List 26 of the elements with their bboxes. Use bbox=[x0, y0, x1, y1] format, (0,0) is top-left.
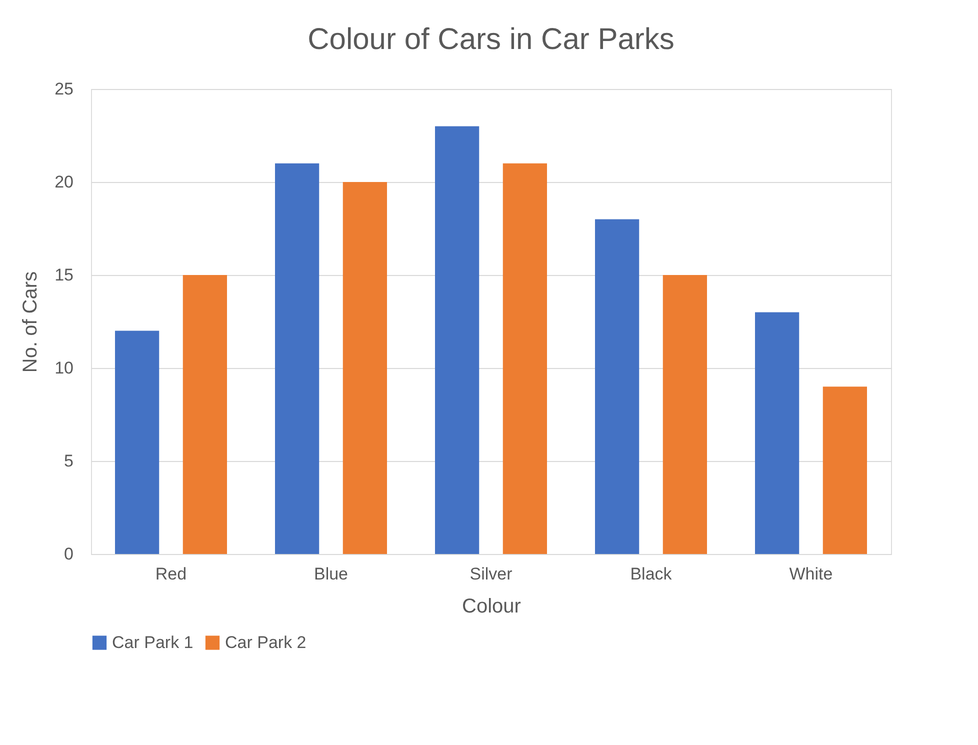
bar bbox=[275, 163, 320, 554]
bar bbox=[115, 330, 160, 554]
x-tick-label: Blue bbox=[314, 564, 348, 584]
bar bbox=[595, 219, 640, 554]
x-tick-label: Silver bbox=[470, 564, 513, 584]
chart-title: Colour of Cars in Car Parks bbox=[308, 23, 674, 56]
x-tick-label: White bbox=[789, 564, 833, 584]
y-axis-title: No. of Cars bbox=[20, 271, 42, 373]
x-axis-title: Colour bbox=[462, 596, 522, 618]
y-tick-label: 0 bbox=[64, 544, 74, 564]
x-tick-label: Red bbox=[155, 564, 187, 584]
bar bbox=[342, 182, 387, 554]
bar bbox=[502, 163, 547, 554]
bar bbox=[182, 275, 227, 554]
bar bbox=[755, 312, 800, 554]
bar bbox=[435, 126, 480, 554]
x-tick-label: Black bbox=[630, 564, 672, 584]
bar bbox=[662, 275, 707, 554]
legend-label: Car Park 1 bbox=[112, 632, 194, 652]
y-tick-label: 15 bbox=[54, 266, 74, 284]
y-tick-label: 5 bbox=[64, 452, 74, 470]
bar bbox=[822, 386, 867, 554]
y-tick-label: 25 bbox=[54, 80, 74, 98]
legend-label: Car Park 2 bbox=[225, 632, 306, 652]
y-tick-label: 10 bbox=[54, 358, 74, 378]
y-tick-label: 20 bbox=[54, 172, 74, 192]
